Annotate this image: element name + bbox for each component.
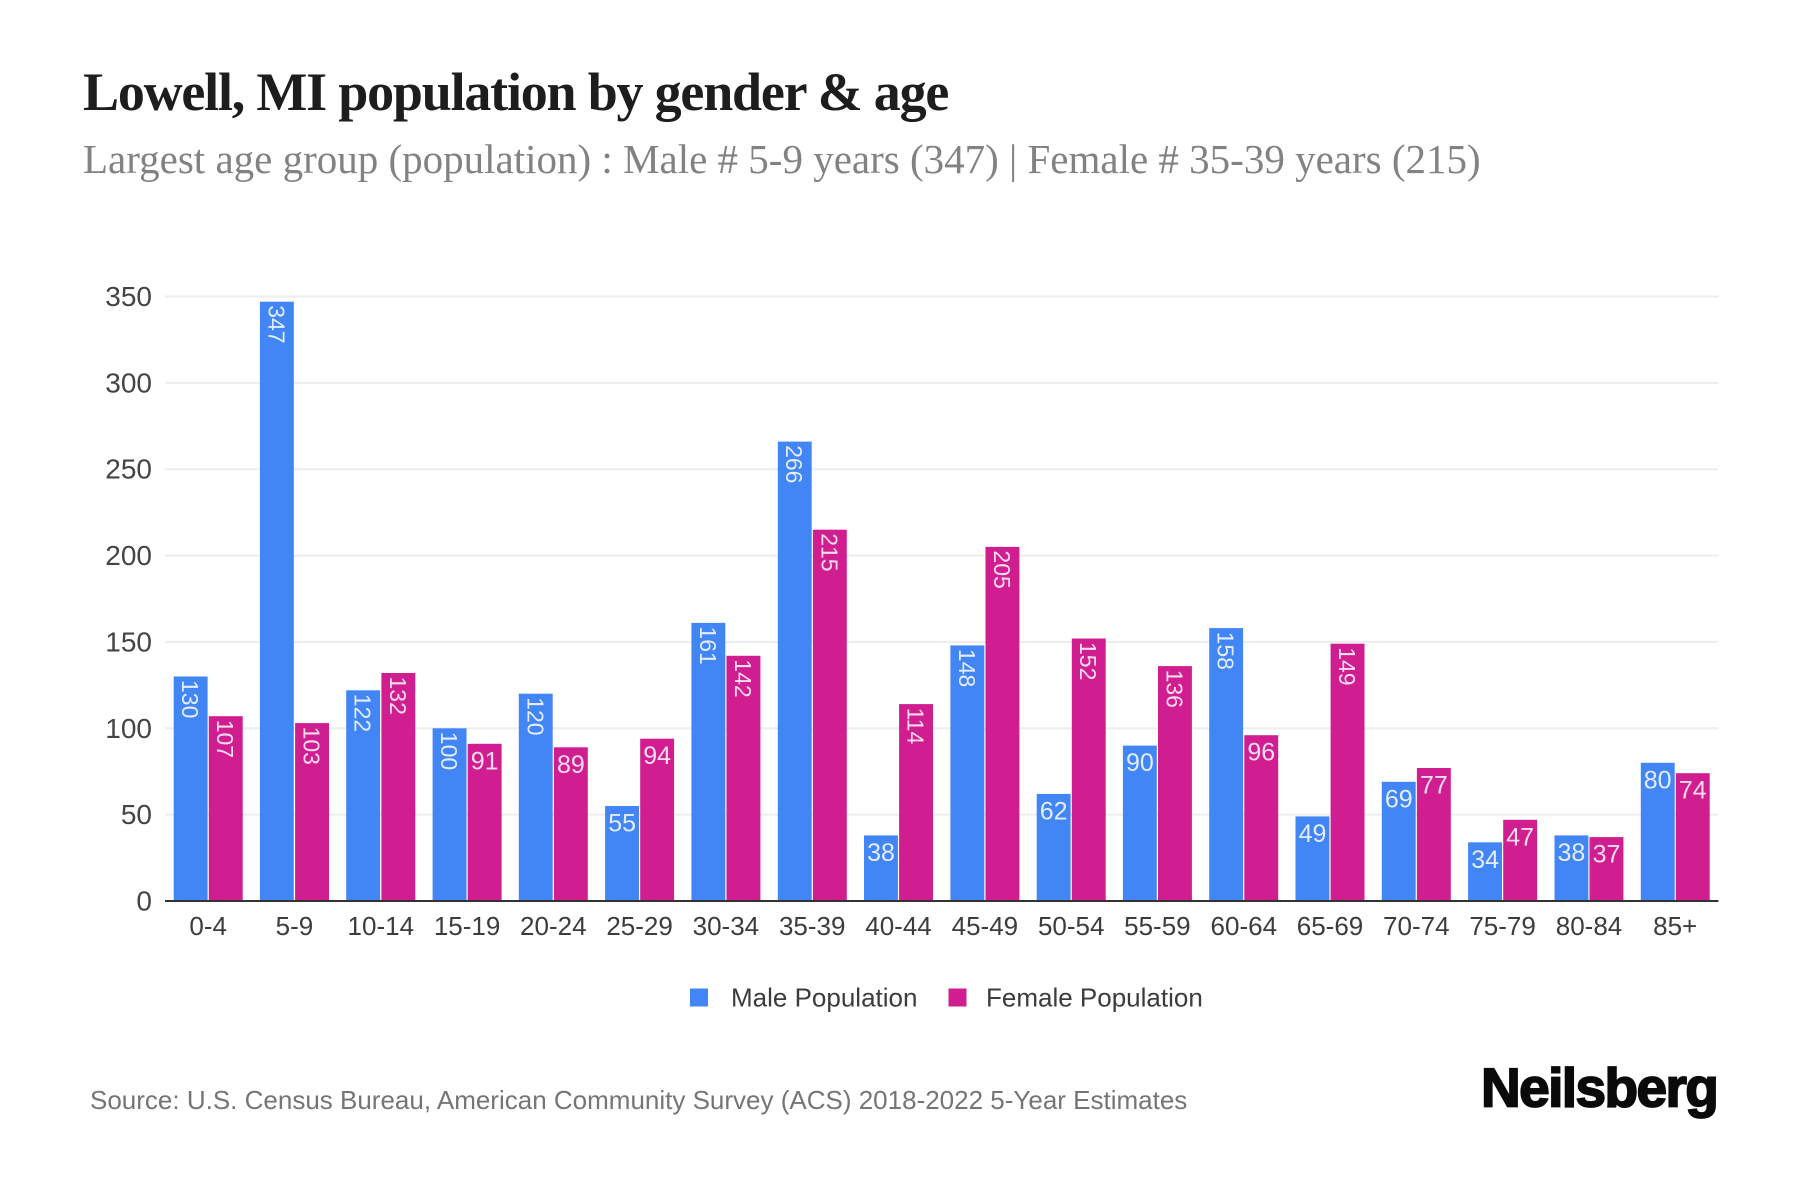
svg-text:80-84: 80-84 (1556, 911, 1623, 941)
svg-text:96: 96 (1247, 739, 1275, 767)
svg-text:45-49: 45-49 (952, 911, 1019, 941)
svg-text:50-54: 50-54 (1038, 911, 1105, 941)
svg-text:Male Population: Male Population (731, 983, 917, 1013)
svg-text:300: 300 (105, 367, 152, 398)
svg-text:205: 205 (989, 550, 1015, 588)
svg-text:161: 161 (695, 626, 721, 664)
svg-text:142: 142 (730, 659, 756, 697)
svg-text:150: 150 (105, 626, 152, 657)
svg-text:38: 38 (867, 839, 895, 867)
svg-text:152: 152 (1075, 642, 1101, 680)
svg-text:250: 250 (105, 454, 152, 485)
svg-text:Largest age group (population): Largest age group (population) : Male # … (83, 136, 1481, 182)
svg-text:89: 89 (557, 751, 585, 779)
svg-text:103: 103 (299, 727, 325, 765)
svg-text:75-79: 75-79 (1469, 911, 1536, 941)
svg-text:47: 47 (1506, 823, 1534, 851)
svg-text:37: 37 (1593, 841, 1621, 869)
svg-text:158: 158 (1213, 632, 1239, 670)
svg-text:149: 149 (1334, 647, 1360, 685)
svg-text:69: 69 (1385, 785, 1413, 813)
svg-text:20-24: 20-24 (520, 911, 587, 941)
svg-text:55-59: 55-59 (1124, 911, 1191, 941)
svg-text:91: 91 (471, 747, 499, 775)
svg-text:0-4: 0-4 (189, 911, 227, 941)
svg-text:74: 74 (1679, 777, 1707, 805)
svg-text:80: 80 (1644, 766, 1672, 794)
svg-text:15-19: 15-19 (434, 911, 501, 941)
svg-text:266: 266 (781, 445, 807, 483)
svg-text:132: 132 (385, 677, 411, 715)
svg-text:122: 122 (350, 694, 376, 732)
svg-text:107: 107 (212, 720, 238, 758)
svg-text:200: 200 (105, 540, 152, 571)
svg-text:Source: U.S. Census Bureau, Am: Source: U.S. Census Bureau, American Com… (90, 1085, 1187, 1115)
svg-text:30-34: 30-34 (693, 911, 760, 941)
svg-text:0: 0 (136, 886, 152, 917)
svg-text:60-64: 60-64 (1211, 911, 1278, 941)
svg-text:40-44: 40-44 (865, 911, 932, 941)
svg-text:62: 62 (1040, 797, 1068, 825)
svg-text:90: 90 (1126, 749, 1154, 777)
svg-text:50: 50 (121, 799, 152, 830)
svg-text:148: 148 (954, 649, 980, 687)
svg-text:100: 100 (105, 713, 152, 744)
svg-text:114: 114 (903, 708, 929, 745)
svg-text:350: 350 (105, 281, 152, 312)
svg-text:130: 130 (177, 680, 203, 718)
svg-text:34: 34 (1471, 846, 1499, 874)
svg-text:120: 120 (522, 697, 548, 735)
svg-text:49: 49 (1299, 820, 1327, 848)
svg-text:100: 100 (436, 732, 462, 770)
svg-text:94: 94 (643, 742, 671, 770)
svg-text:10-14: 10-14 (348, 911, 415, 941)
svg-text:Lowell, MI population by gende: Lowell, MI population by gender & age (83, 62, 948, 122)
svg-text:65-69: 65-69 (1297, 911, 1364, 941)
svg-text:25-29: 25-29 (606, 911, 673, 941)
svg-text:85+: 85+ (1653, 911, 1697, 941)
svg-text:77: 77 (1420, 772, 1448, 800)
svg-text:35-39: 35-39 (779, 911, 846, 941)
svg-text:215: 215 (816, 533, 842, 571)
svg-text:55: 55 (608, 810, 636, 838)
svg-text:Female Population: Female Population (986, 983, 1203, 1013)
svg-text:5-9: 5-9 (276, 911, 314, 941)
svg-text:347: 347 (263, 305, 289, 343)
svg-text:70-74: 70-74 (1383, 911, 1450, 941)
svg-text:136: 136 (1162, 670, 1188, 708)
svg-text:38: 38 (1557, 839, 1585, 867)
svg-text:Neilsberg: Neilsberg (1481, 1057, 1717, 1119)
